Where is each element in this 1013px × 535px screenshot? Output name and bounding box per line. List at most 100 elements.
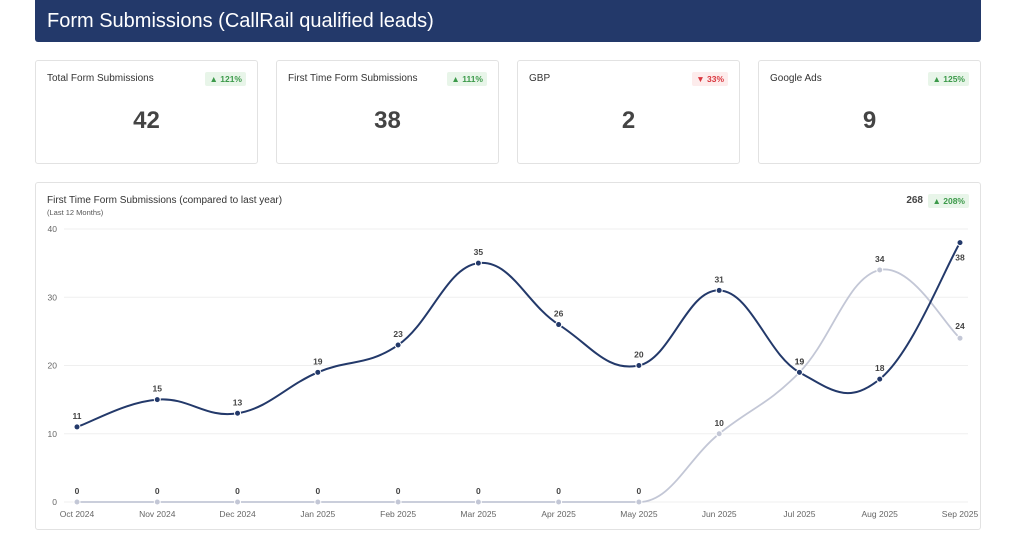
x-tick-label: Feb 2025 xyxy=(380,509,416,519)
chart-card: 0 10 20 30 40 Oct 2024 Nov 2024 Dec 2024 Jan 202… xyxy=(35,182,981,530)
series-previous-year-data-label: 10 xyxy=(714,418,724,428)
arrow-up-icon: ▲ xyxy=(932,74,941,84)
series-current-year-point xyxy=(234,409,242,417)
change-value: 33% xyxy=(706,74,724,84)
series-current-year-point xyxy=(715,286,723,294)
series-previous-year-point xyxy=(635,498,643,506)
series-current-year-data-label: 11 xyxy=(73,411,82,421)
x-tick-label: Mar 2025 xyxy=(460,509,496,519)
chart-title: First Time Form Submissions (compared to… xyxy=(47,195,283,206)
series-current-year-data-label: 18 xyxy=(875,363,885,373)
arrow-up-icon: ▲ xyxy=(932,196,941,206)
series-previous-year-point xyxy=(394,498,402,506)
series-previous-year-point xyxy=(715,430,723,438)
x-tick-label: Dec 2024 xyxy=(219,509,256,519)
stat-card-total-form-submissions: Total Form Submissions ▲ 121% 42 xyxy=(35,60,258,164)
y-tick-label: 30 xyxy=(48,292,58,302)
series-current-year-data-label: 23 xyxy=(393,329,403,339)
series-current-year-data-label: 26 xyxy=(554,309,564,319)
series-current-year-data-label: 13 xyxy=(233,397,243,407)
series-previous-year-point xyxy=(956,334,964,342)
change-badge: ▲ 111% xyxy=(447,72,487,86)
change-badge: ▼ 33% xyxy=(692,72,728,86)
page-title: Form Submissions (CallRail qualified lea… xyxy=(47,9,434,32)
arrow-up-icon: ▲ xyxy=(209,74,218,84)
y-tick-label: 20 xyxy=(48,361,58,371)
series-current-year-point xyxy=(153,396,161,404)
series-current-year-point xyxy=(394,341,402,349)
series-current-year-point xyxy=(956,239,964,247)
y-tick-label: 40 xyxy=(48,224,58,234)
series-current-year-data-label: 19 xyxy=(313,356,323,366)
card-value: 9 xyxy=(862,107,877,134)
change-value: 121% xyxy=(220,74,242,84)
series-previous-year-point xyxy=(153,498,161,506)
x-tick-label: Apr 2025 xyxy=(541,509,576,519)
series-current-year-data-label: 38 xyxy=(955,253,965,263)
series-current-year-data-label: 20 xyxy=(634,350,644,360)
series-current-year-point xyxy=(795,368,803,376)
series-previous-year-data-label: 19 xyxy=(795,356,805,366)
card-value: 2 xyxy=(621,107,636,134)
card-label: First Time Form Submissions xyxy=(288,73,418,84)
x-tick-label: Nov 2024 xyxy=(139,509,176,519)
series-current-year-data-label: 19 xyxy=(795,356,805,366)
series-current-year-point xyxy=(635,362,643,369)
series-current-year-line xyxy=(76,242,961,428)
series-current-year-point xyxy=(876,375,884,383)
series-previous-year-data-label: 0 xyxy=(75,486,80,496)
x-tick-label: Jan 2025 xyxy=(300,509,335,519)
series-previous-year-point xyxy=(474,498,482,506)
change-value: 125% xyxy=(943,74,965,84)
x-tick-label: Oct 2024 xyxy=(60,509,95,519)
x-tick-label: May 2025 xyxy=(620,509,658,519)
stat-card-gbp: GBP ▼ 33% 2 xyxy=(517,60,740,164)
series-previous-year-data-label: 0 xyxy=(637,486,642,496)
card-value: 38 xyxy=(374,107,401,134)
chart-change-badge: ▲ 208% xyxy=(928,194,969,208)
change-badge: ▲ 125% xyxy=(928,72,969,86)
series-current-year-point xyxy=(555,321,563,329)
series-current-year-point xyxy=(73,423,81,431)
series-previous-year-data-label: 0 xyxy=(396,486,401,496)
series-previous-year-point xyxy=(314,498,322,506)
series-previous-year-line xyxy=(76,268,961,503)
x-tick-label: Jun 2025 xyxy=(702,509,737,519)
page-header: Form Submissions (CallRail qualified lea… xyxy=(35,0,981,42)
arrow-down-icon: ▼ xyxy=(696,74,705,84)
change-value: 111% xyxy=(462,74,483,84)
stat-card-google-ads: Google Ads ▲ 125% 9 xyxy=(758,60,981,164)
series-previous-year-data-label: 0 xyxy=(556,486,561,496)
chart-subtitle: (Last 12 Months) xyxy=(47,208,104,217)
change-value: 208% xyxy=(943,196,965,206)
x-tick-label: Sep 2025 xyxy=(942,509,979,519)
chart-total: 268 xyxy=(906,195,923,206)
card-label: Google Ads xyxy=(770,73,822,84)
series-previous-year-point xyxy=(876,266,884,274)
series-previous-year-point xyxy=(234,498,242,506)
series-previous-year-point xyxy=(555,498,563,506)
series-current-year-data-label: 31 xyxy=(714,274,724,284)
x-tick-label: Aug 2025 xyxy=(862,509,899,519)
series-current-year-data-label: 15 xyxy=(153,384,163,394)
series-previous-year-data-label: 0 xyxy=(476,486,481,496)
stat-card-first-time-form-submissions: First Time Form Submissions ▲ 111% 38 xyxy=(276,60,499,164)
card-label: GBP xyxy=(529,73,551,84)
line-chart: 0 10 20 30 40 Oct 2024 Nov 2024 Dec 2024 Jan 202… xyxy=(48,224,979,519)
series-current-year-point xyxy=(474,259,482,267)
series-previous-year-data-label: 24 xyxy=(955,321,965,331)
change-badge: ▲ 121% xyxy=(205,72,246,86)
series-previous-year-point xyxy=(73,498,81,506)
series-previous-year-data-label: 0 xyxy=(155,486,160,496)
y-tick-label: 10 xyxy=(48,429,58,439)
series-previous-year-data-label: 34 xyxy=(875,254,885,264)
card-value: 42 xyxy=(133,107,160,134)
x-tick-label: Jul 2025 xyxy=(783,509,815,519)
series-previous-year-data-label: 0 xyxy=(315,486,320,496)
series-previous-year-data-label: 0 xyxy=(235,486,240,496)
y-tick-label: 0 xyxy=(52,497,57,507)
card-label: Total Form Submissions xyxy=(47,73,154,84)
arrow-up-icon: ▲ xyxy=(451,74,460,84)
series-current-year-data-label: 35 xyxy=(474,247,484,257)
series-current-year-point xyxy=(314,368,322,376)
